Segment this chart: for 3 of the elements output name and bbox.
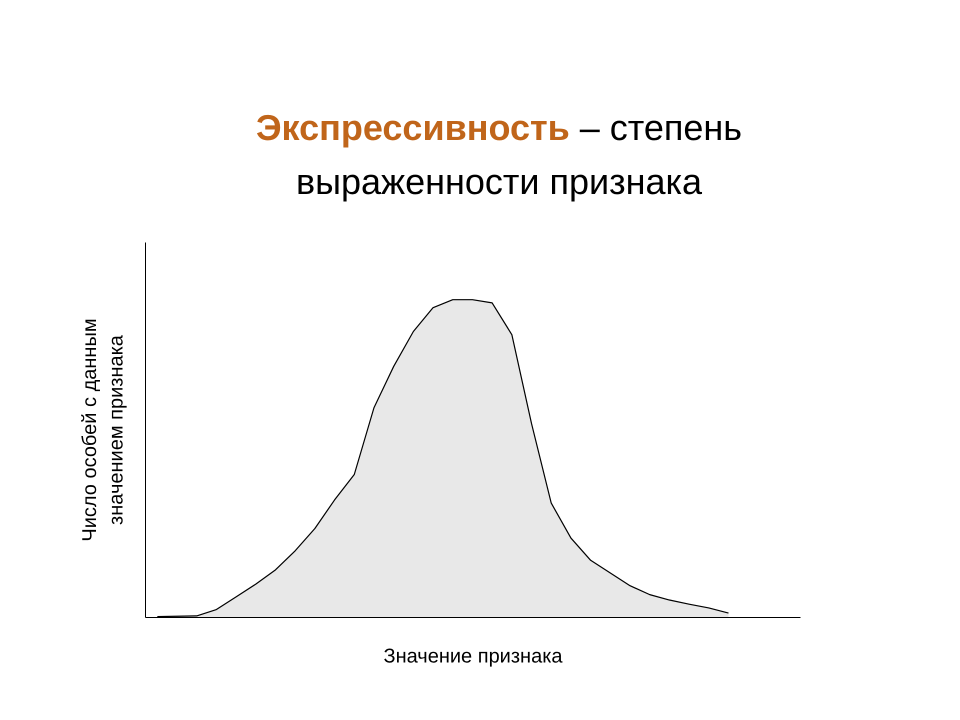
x-axis-title: Значение признака <box>383 646 564 668</box>
y-axis-title: Число особей с данным значением признака <box>79 318 128 542</box>
chart-title: Экспрессивность – степень выраженности признака <box>254 106 744 204</box>
